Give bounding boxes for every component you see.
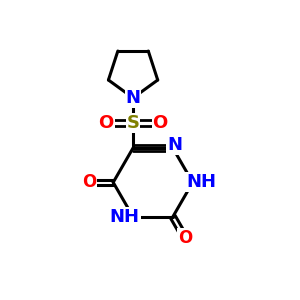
Text: NH: NH	[110, 208, 140, 226]
Text: O: O	[82, 173, 96, 191]
Text: N: N	[167, 136, 182, 154]
Text: NH: NH	[186, 173, 216, 191]
Text: O: O	[178, 229, 192, 247]
Text: O: O	[98, 114, 114, 132]
Text: N: N	[126, 89, 141, 107]
Text: S: S	[127, 114, 140, 132]
Text: O: O	[152, 114, 168, 132]
